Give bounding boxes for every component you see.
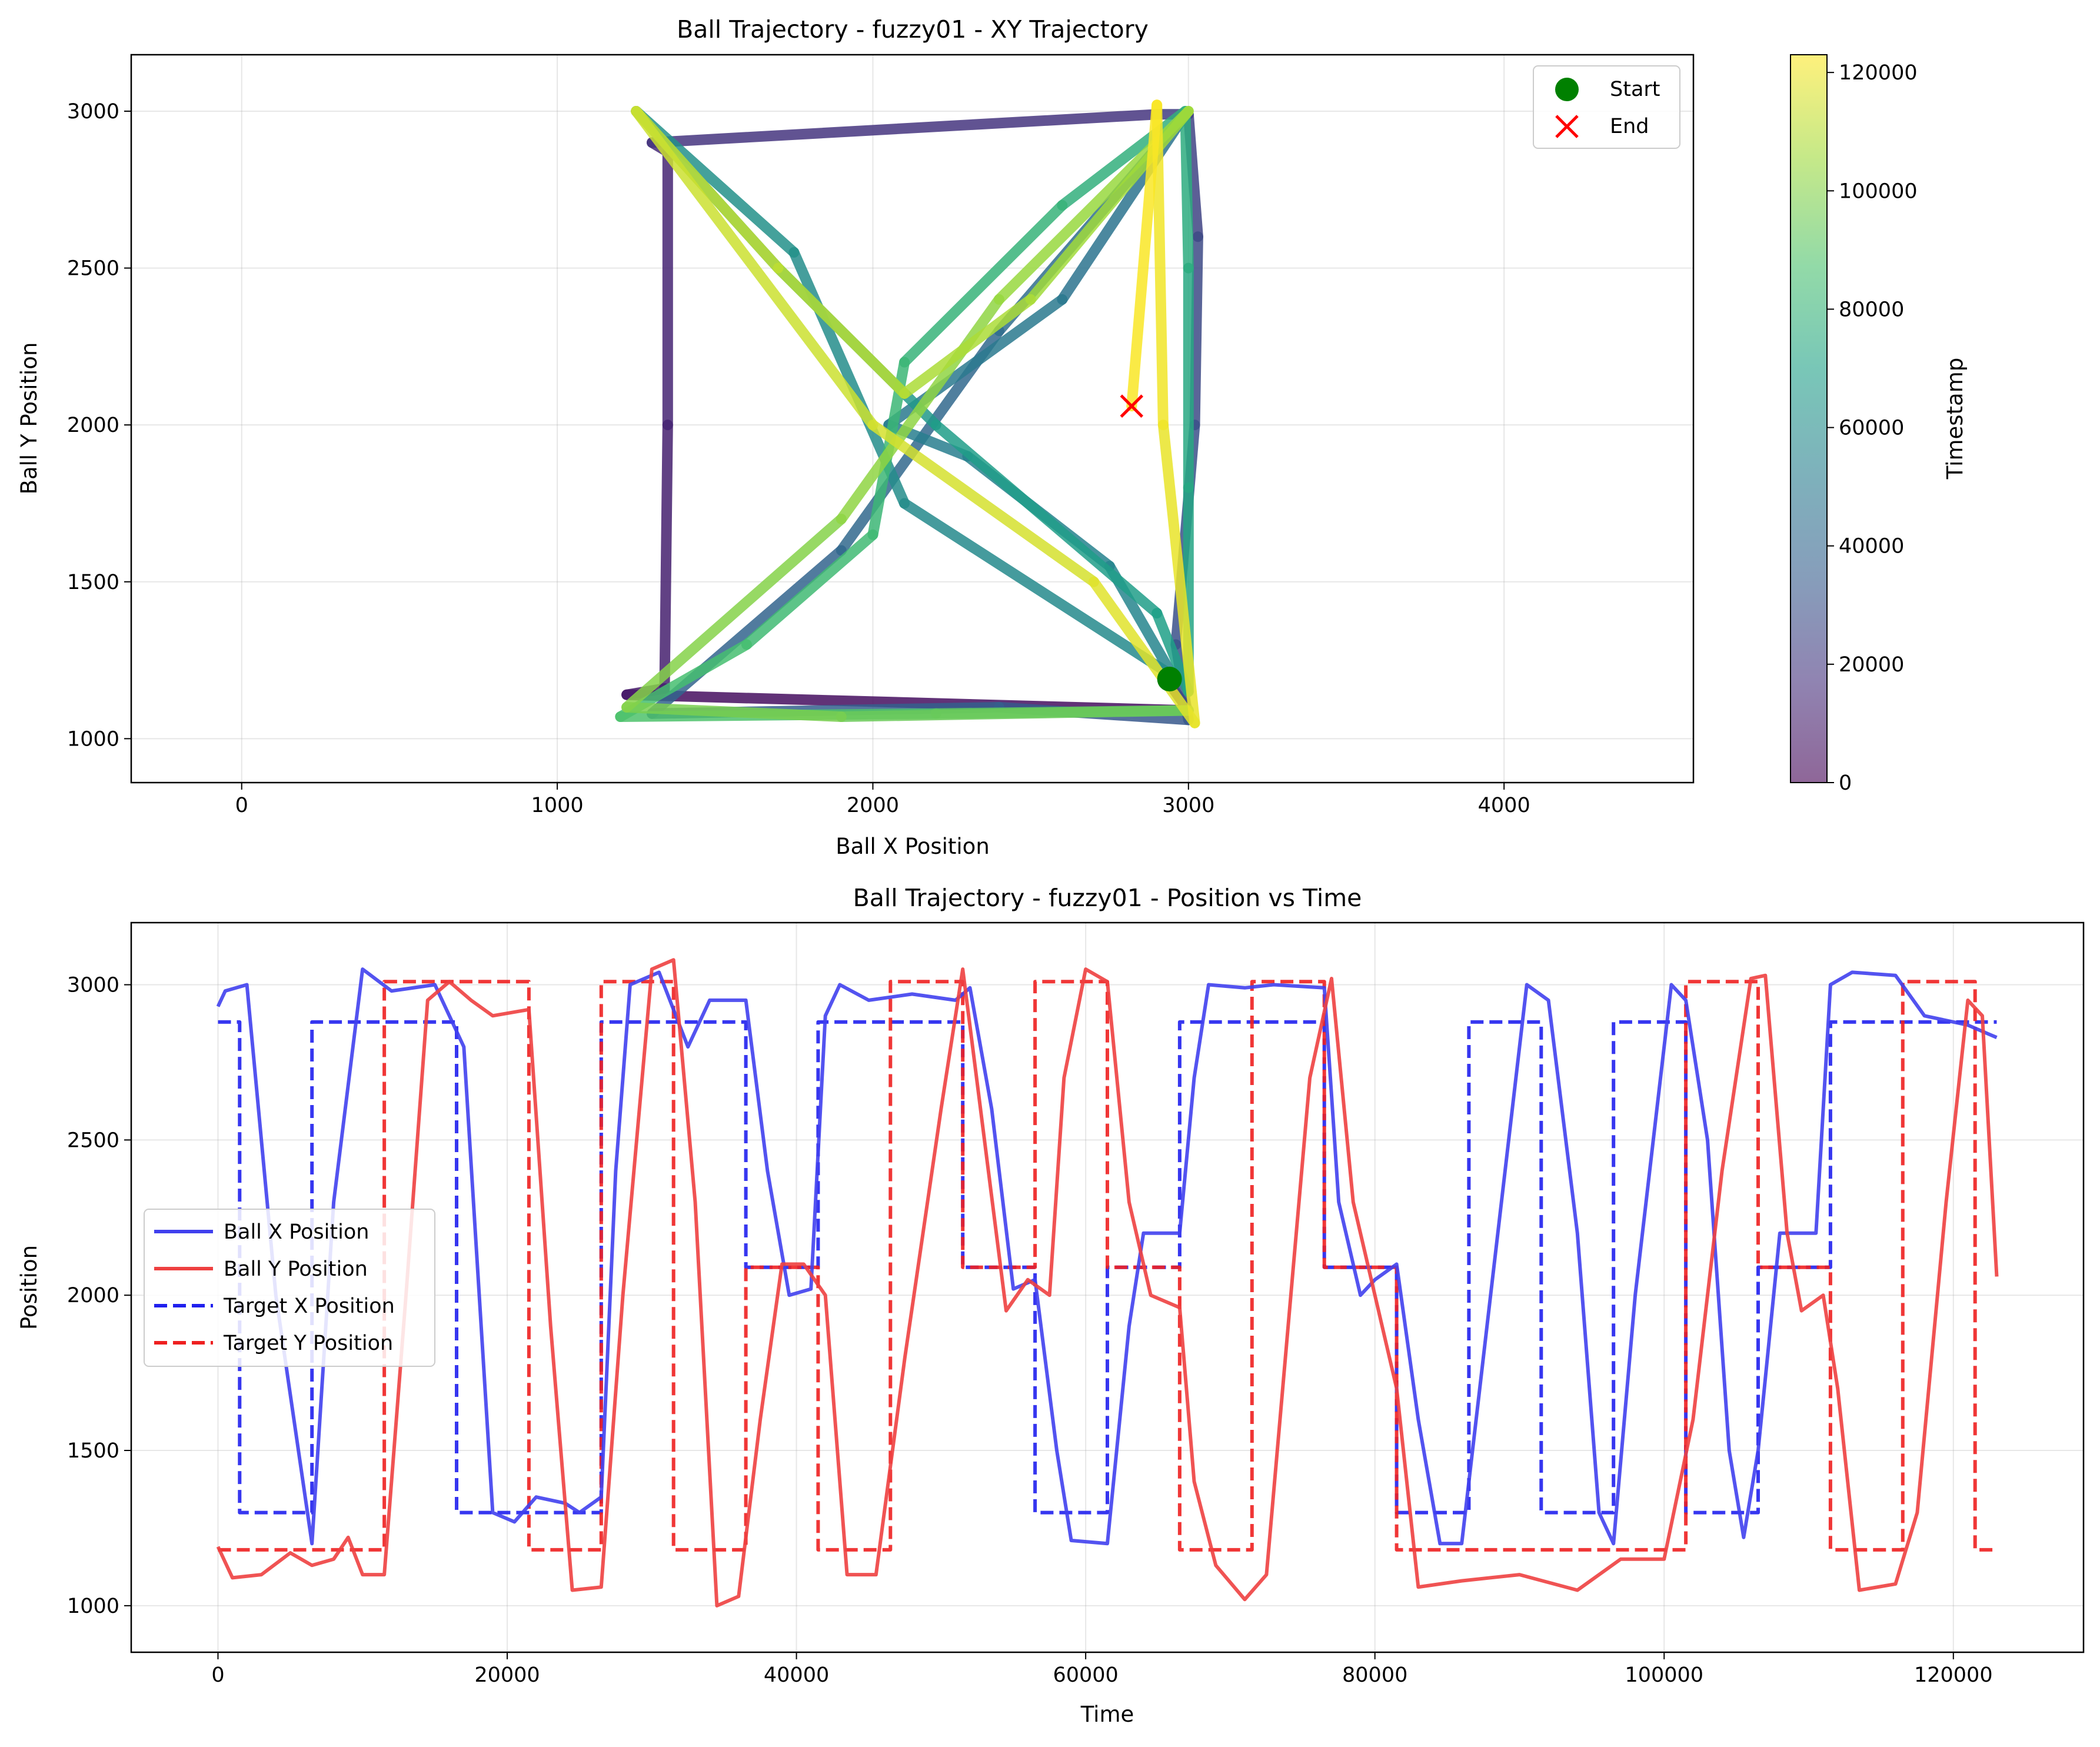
- x-tick-label: 3000: [1162, 794, 1214, 817]
- y-tick-label: 1000: [67, 727, 119, 751]
- y-tick-label: 1500: [67, 1439, 119, 1463]
- start-end-markers: [1120, 394, 1182, 692]
- trajectory-segment: [899, 498, 1178, 681]
- colorbar-tick-label: 20000: [1839, 653, 1904, 677]
- x-tick-label: 4000: [1478, 794, 1530, 817]
- grid: [131, 55, 1693, 783]
- y-ticks: 1000 1500 2000 2500 3000: [67, 974, 131, 1618]
- x-tick-label: 60000: [1053, 1663, 1118, 1687]
- trajectory-segment: [836, 705, 1194, 723]
- trajectory-series: [615, 99, 1203, 728]
- legend: Start End: [1533, 65, 1680, 149]
- x-ticks: 0 20000 40000 60000 80000 100000 120000: [211, 1652, 1993, 1687]
- trajectory-segment: [647, 109, 1163, 148]
- legend-box: [144, 1209, 435, 1367]
- legend-end-marker: [1555, 115, 1579, 138]
- trajectory-segment: [621, 514, 847, 713]
- colorbar-label: Timestamp: [1942, 358, 1968, 480]
- x-tick-label: 80000: [1342, 1663, 1407, 1687]
- end-marker: [1120, 394, 1144, 418]
- colorbar-gradient: [1790, 54, 1828, 783]
- y-tick-label: 2000: [67, 414, 119, 437]
- y-tick-label: 3000: [67, 974, 119, 997]
- colorbar: 0 20000 40000 60000 80000 100000 120000 Timest…: [1790, 54, 1968, 795]
- ball-x-position-line: [216, 967, 1998, 1546]
- trajectory-segment: [899, 294, 1036, 399]
- trajectory-segment: [773, 262, 910, 399]
- x-tick-label: 0: [211, 1663, 224, 1687]
- x-tick-label: 2000: [847, 794, 899, 817]
- xy-trajectory-chart: Ball Trajectory - fuzzy01 - XY Trajector…: [16, 15, 1968, 859]
- trajectory-segment: [621, 702, 847, 723]
- trajectory-segment: [1189, 231, 1203, 431]
- x-tick-label: 1000: [531, 794, 584, 817]
- y-tick-label: 2000: [67, 1284, 119, 1307]
- position-vs-time-chart: Ball Trajectory - fuzzy01 - Position vs …: [16, 884, 2085, 1727]
- x-axis-label: Ball X Position: [836, 834, 990, 859]
- trajectory-segment: [1151, 99, 1169, 431]
- legend-start-marker: [1555, 78, 1579, 101]
- trajectory-segment: [930, 420, 1163, 619]
- trajectory-segment: [899, 199, 1068, 368]
- y-tick-label: 1500: [67, 571, 119, 594]
- y-tick-label: 2500: [67, 1129, 119, 1152]
- legend-start-label: Start: [1610, 78, 1660, 101]
- ball-y-position-line: [216, 958, 1999, 1608]
- y-tick-label: 2500: [67, 257, 119, 281]
- line-series: [216, 958, 1999, 1608]
- legend-target-y-label: Target Y Position: [223, 1332, 393, 1355]
- x-ticks: 0 1000 2000 3000 4000: [235, 783, 1530, 817]
- trajectory-segment: [647, 545, 847, 719]
- legend-ball-x-label: Ball X Position: [224, 1220, 369, 1244]
- y-axis-label: Position: [16, 1245, 42, 1330]
- trajectory-segment: [1088, 576, 1200, 728]
- y-ticks: 1000 1500 2000 2500 3000: [67, 100, 131, 751]
- x-tick-label: 100000: [1625, 1663, 1703, 1687]
- trajectory-segment: [631, 105, 878, 431]
- legend: Ball X Position Ball Y Position Target X…: [144, 1209, 435, 1367]
- y-tick-label: 1000: [67, 1595, 119, 1618]
- colorbar-ticks: 0 20000 40000 60000 80000 100000 120000: [1827, 61, 1918, 795]
- trajectory-segment: [741, 529, 878, 650]
- colorbar-tick-label: 40000: [1839, 535, 1904, 558]
- x-axis-label: Time: [1080, 1702, 1134, 1727]
- chart-title: Ball Trajectory - fuzzy01 - Position vs …: [853, 884, 1362, 912]
- plot-frame: [130, 54, 1695, 784]
- colorbar-tick-label: 60000: [1839, 417, 1904, 440]
- trajectory-segment: [1180, 105, 1194, 274]
- colorbar-tick-label: 80000: [1839, 298, 1904, 321]
- trajectory-segment: [659, 420, 673, 694]
- colorbar-tick-label: 120000: [1839, 61, 1918, 85]
- x-tick-label: 120000: [1914, 1663, 1993, 1687]
- y-tick-label: 3000: [67, 100, 119, 124]
- colorbar-tick-label: 0: [1839, 771, 1852, 795]
- colorbar-tick-label: 100000: [1839, 179, 1918, 203]
- chart-title: Ball Trajectory - fuzzy01 - XY Trajector…: [677, 15, 1149, 44]
- x-tick-label: 0: [235, 794, 248, 817]
- trajectory-segment: [867, 420, 1099, 587]
- trajectory-segment: [1157, 420, 1200, 728]
- plot-frame: [130, 921, 2085, 1653]
- legend-target-x-label: Target X Position: [223, 1295, 395, 1318]
- trajectory-segment: [1126, 99, 1163, 412]
- y-axis-label: Ball Y Position: [16, 342, 42, 495]
- start-marker: [1157, 667, 1182, 692]
- target-y-position-line: [218, 980, 1997, 1552]
- trajectory-segment: [1057, 105, 1191, 211]
- legend-end-label: End: [1610, 115, 1649, 138]
- legend-ball-y-label: Ball Y Position: [224, 1257, 368, 1281]
- x-tick-label: 40000: [764, 1663, 829, 1687]
- x-tick-label: 20000: [474, 1663, 540, 1687]
